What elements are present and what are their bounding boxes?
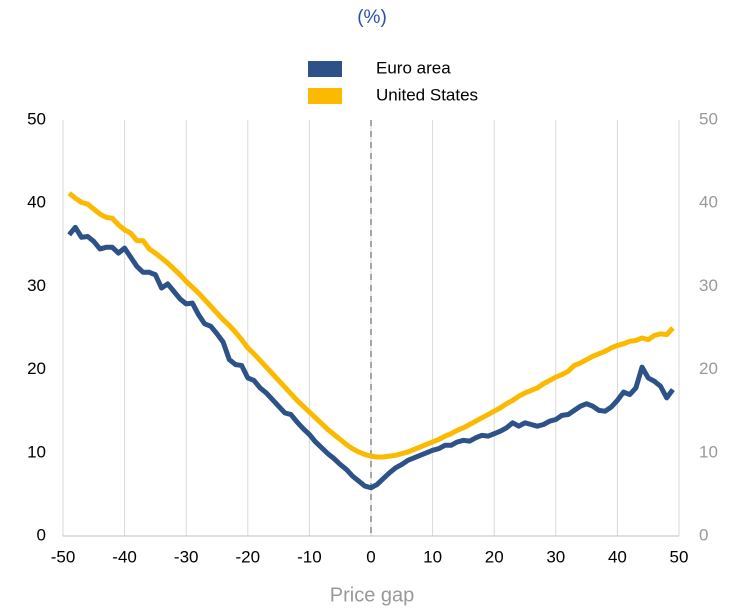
x-tick-label: 50 [670,547,689,566]
y-tick-label: 10 [27,442,46,461]
x-tick-label: -10 [297,547,322,566]
y2-tick-label: 30 [699,276,718,295]
x-tick-label: -20 [236,547,261,566]
legend-label: United States [376,85,478,104]
x-tick-label: -50 [51,547,76,566]
x-tick-label: 10 [423,547,442,566]
legend-swatch [308,61,342,77]
x-tick-label: 20 [485,547,504,566]
x-tick-label: 0 [366,547,375,566]
chart-title: (%) [357,7,387,28]
line-series [67,191,675,460]
y2-tick-label: 20 [699,359,718,378]
y-tick-label: 20 [27,359,46,378]
y-tick-label: 0 [37,525,46,544]
y2-tick-label: 50 [699,109,718,128]
x-tick-label: 30 [546,547,565,566]
x-tick-label: -30 [174,547,199,566]
x-tick-label: -40 [112,547,137,566]
legend-swatch [308,88,342,104]
x-tick-label: 40 [608,547,627,566]
y2-tick-label: 10 [699,442,718,461]
y2-tick-label: 40 [699,193,718,212]
legend-label: Euro area [376,58,451,77]
y-tick-label: 50 [27,109,46,128]
x-axis-label: Price gap [330,584,415,606]
y-tick-label: 40 [27,193,46,212]
line-series [67,224,675,491]
y-tick-label: 30 [27,276,46,295]
y2-tick-label: 0 [699,525,708,544]
